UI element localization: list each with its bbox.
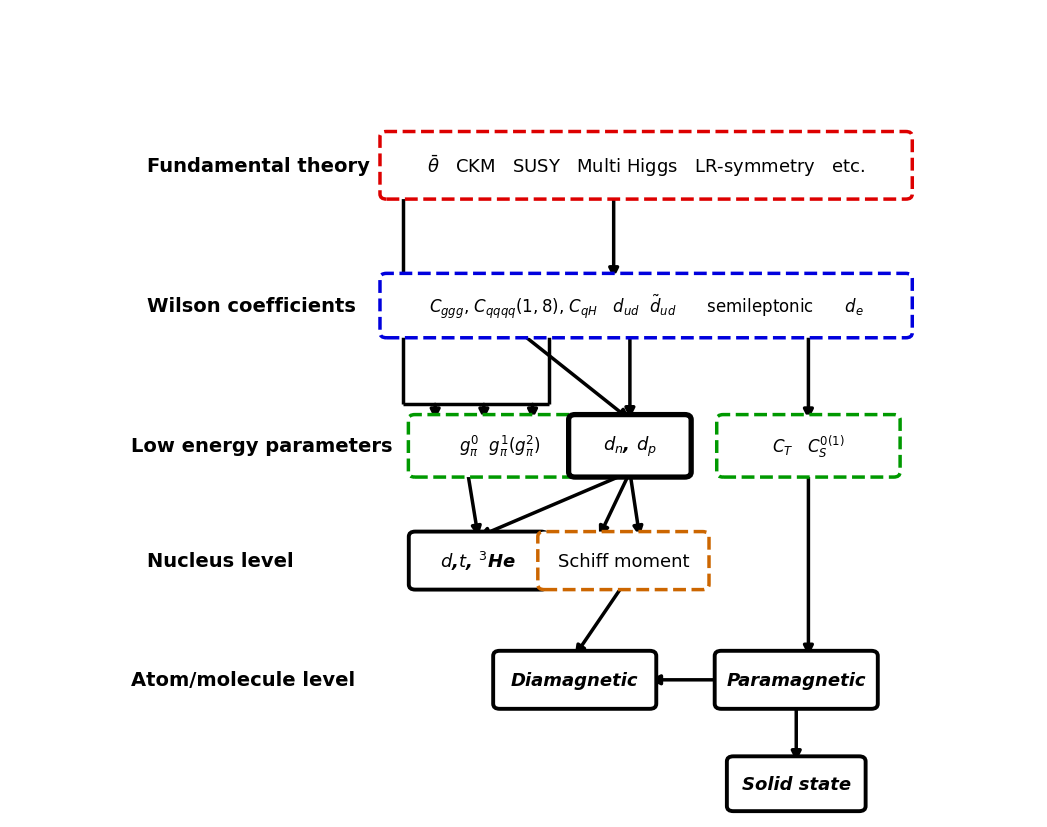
Text: $g_{\pi}^{0}$  $g_{\pi}^{1}$($g_{\pi}^{2}$): $g_{\pi}^{0}$ $g_{\pi}^{1}$($g_{\pi}^{2}…	[459, 433, 541, 459]
Text: $\bar{\theta}$   CKM   SUSY   Multi Higgs   LR-symmetry   etc.: $\bar{\theta}$ CKM SUSY Multi Higgs LR-s…	[427, 153, 865, 179]
FancyBboxPatch shape	[715, 651, 877, 709]
Text: $C_T$   $C_S^{0(1)}$: $C_T$ $C_S^{0(1)}$	[772, 433, 845, 460]
FancyBboxPatch shape	[380, 132, 912, 200]
Text: Wilson coefficients: Wilson coefficients	[147, 297, 356, 316]
FancyBboxPatch shape	[493, 651, 656, 709]
Text: $C_{ggg}$, $C_{qqqq}(1,8)$, $C_{qH}$   $d_{ud}$  $\tilde{d}_{ud}$      semilepto: $C_{ggg}$, $C_{qqqq}(1,8)$, $C_{qH}$ $d_…	[428, 292, 864, 320]
FancyBboxPatch shape	[717, 415, 900, 477]
Text: Nucleus level: Nucleus level	[147, 552, 294, 571]
Text: Paramagnetic: Paramagnetic	[727, 671, 866, 689]
Text: $d$,$t$, $^{3}$He: $d$,$t$, $^{3}$He	[441, 549, 516, 572]
Text: Solid state: Solid state	[741, 775, 851, 793]
FancyBboxPatch shape	[569, 415, 691, 477]
Text: Atom/molecule level: Atom/molecule level	[131, 671, 355, 690]
Text: Low energy parameters: Low energy parameters	[131, 437, 393, 456]
FancyBboxPatch shape	[538, 532, 709, 590]
Text: Diamagnetic: Diamagnetic	[511, 671, 639, 689]
Text: Schiff moment: Schiff moment	[558, 552, 689, 570]
Text: $d_n$, $d_p$: $d_n$, $d_p$	[603, 434, 656, 458]
FancyBboxPatch shape	[408, 532, 548, 590]
FancyBboxPatch shape	[380, 274, 912, 338]
Text: Fundamental theory: Fundamental theory	[147, 156, 370, 175]
FancyBboxPatch shape	[727, 757, 866, 811]
FancyBboxPatch shape	[408, 415, 592, 477]
